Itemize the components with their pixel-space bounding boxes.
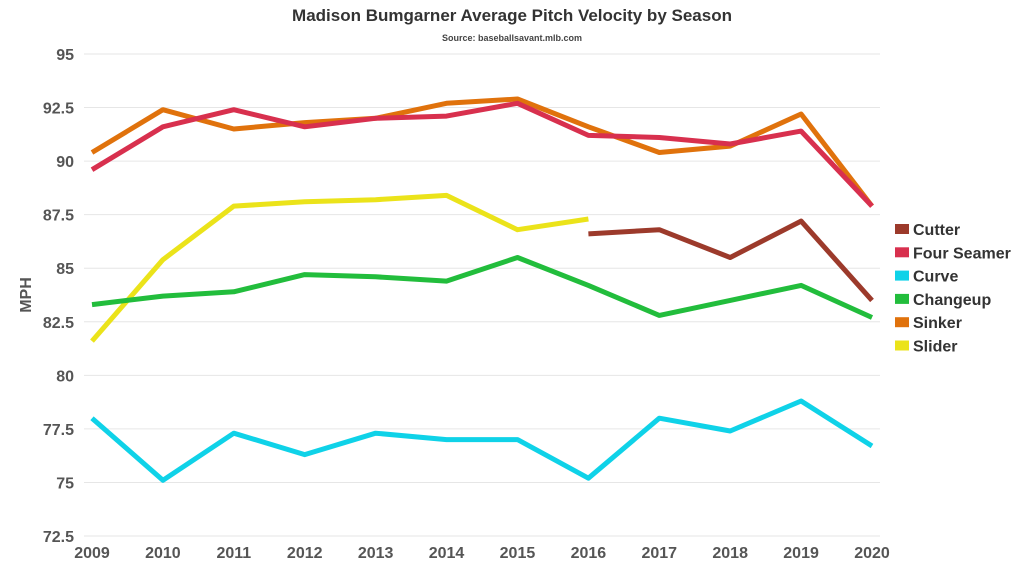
legend-label: Curve (913, 269, 958, 286)
y-tick-label: 82.5 (43, 315, 74, 332)
series-lines (90, 96, 874, 483)
legend-item-slider: Slider (895, 339, 957, 356)
x-tick-label: 2016 (571, 545, 607, 562)
y-tick-label: 85 (56, 261, 74, 278)
x-tick-label: 2020 (854, 545, 890, 562)
legend-item-four-seamer: Four Seamer (895, 245, 1011, 262)
series-four-seamer (90, 100, 874, 208)
y-tick-label: 75 (56, 475, 74, 492)
series-line-curve (90, 398, 874, 483)
x-tick-label: 2018 (712, 545, 748, 562)
legend-label: Changeup (913, 292, 991, 309)
x-tick-label: 2013 (358, 545, 394, 562)
x-tick-label: 2010 (145, 545, 181, 562)
series-line-four-seamer (90, 100, 874, 208)
x-tick-label: 2019 (783, 545, 819, 562)
legend-item-changeup: Changeup (895, 292, 991, 309)
legend-swatch (895, 340, 909, 351)
series-curve (90, 398, 874, 483)
legend-label: Cutter (913, 222, 960, 239)
series-slider (90, 192, 589, 343)
x-tick-label: 2009 (74, 545, 110, 562)
legend-item-sinker: Sinker (895, 315, 962, 332)
legend-item-curve: Curve (895, 269, 958, 286)
y-tick-label: 95 (56, 47, 74, 64)
chart-title: Madison Bumgarner Average Pitch Velocity… (292, 6, 732, 25)
y-tick-label: 72.5 (43, 529, 74, 546)
legend: Cutter Four Seamer Curve Changeup Sinker Slid… (895, 222, 1011, 356)
y-tick-label: 92.5 (43, 101, 74, 118)
y-tick-label: 80 (56, 368, 74, 385)
legend-swatch (895, 270, 909, 281)
series-cutter (588, 218, 874, 303)
legend-label: Sinker (913, 315, 962, 332)
x-tick-label: 2015 (500, 545, 536, 562)
x-tick-label: 2014 (429, 545, 465, 562)
series-line-cutter (588, 218, 874, 303)
y-tick-label: 77.5 (43, 422, 74, 439)
x-tick-label: 2017 (641, 545, 677, 562)
legend-swatch (895, 224, 909, 234)
legend-label: Slider (913, 339, 957, 356)
y-tick-label: 87.5 (43, 208, 74, 225)
series-line-slider (90, 192, 589, 343)
legend-swatch (895, 293, 909, 304)
legend-swatch (895, 317, 909, 328)
x-tick-label: 2011 (216, 545, 251, 562)
series-line-changeup (91, 255, 874, 320)
series-changeup (91, 255, 874, 320)
x-tick-label: 2012 (287, 545, 323, 562)
chart-subtitle: Source: baseballsavant.mlb.com (441, 33, 583, 43)
y-tick-label: 90 (56, 154, 74, 171)
y-axis-ticks: 72.5 75 77.5 80 82.5 85 87.5 90 92.5 95 (43, 47, 74, 546)
legend-label: Four Seamer (913, 245, 1011, 262)
y-axis-label: MPH (18, 277, 35, 313)
legend-item-cutter: Cutter (895, 222, 960, 239)
x-axis-ticks: 2009 2010 2011 2012 2013 2014 2015 2016 2017 2018… (74, 545, 890, 562)
legend-swatch (895, 247, 909, 258)
